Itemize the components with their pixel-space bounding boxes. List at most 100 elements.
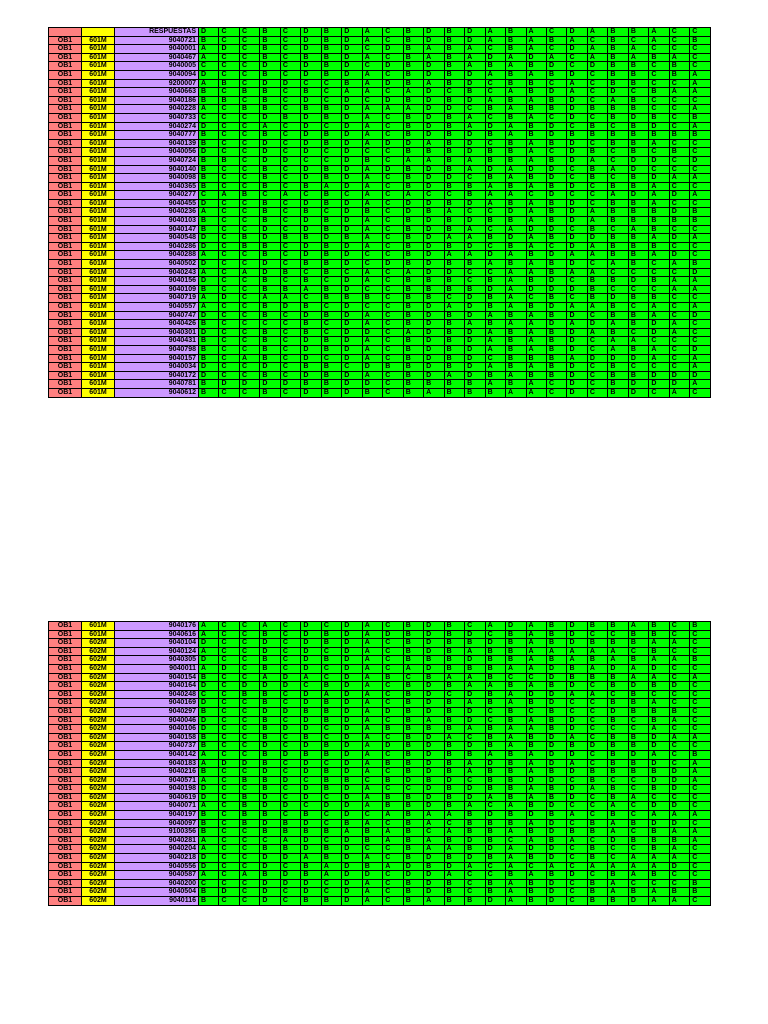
- answer-cell[interactable]: B: [320, 370, 343, 381]
- answer-cell[interactable]: A: [484, 95, 507, 106]
- answer-cell[interactable]: D: [423, 87, 445, 97]
- answer-key-cell[interactable]: A: [648, 27, 670, 37]
- answer-cell[interactable]: B: [259, 44, 281, 54]
- answer-cell[interactable]: A: [689, 379, 711, 389]
- answer-cell[interactable]: D: [361, 379, 384, 389]
- answer-cell[interactable]: D: [341, 173, 363, 183]
- answer-cell[interactable]: D: [259, 112, 281, 123]
- header-group-cell[interactable]: [81, 27, 115, 37]
- answer-cell[interactable]: C: [382, 112, 404, 123]
- answer-cell[interactable]: B: [423, 724, 445, 734]
- answer-cell[interactable]: B: [443, 379, 466, 389]
- answer-cell[interactable]: C: [566, 878, 588, 889]
- answer-cell[interactable]: C: [218, 689, 240, 700]
- answer-cell[interactable]: B: [238, 233, 261, 243]
- answer-cell[interactable]: C: [627, 362, 650, 372]
- answer-cell[interactable]: B: [545, 267, 568, 278]
- answer-cell[interactable]: C: [525, 861, 547, 872]
- answer-cell[interactable]: C: [586, 87, 609, 97]
- answer-key-cell[interactable]: B: [402, 27, 425, 37]
- answer-cell[interactable]: B: [361, 207, 384, 218]
- group-cell[interactable]: 601M: [81, 147, 115, 157]
- answer-cell[interactable]: A: [197, 870, 220, 880]
- answer-cell[interactable]: A: [443, 827, 466, 837]
- answer-cell[interactable]: B: [443, 767, 466, 777]
- answer-cell[interactable]: D: [607, 663, 629, 674]
- answer-cell[interactable]: B: [259, 689, 281, 700]
- ob-cell[interactable]: OB1: [48, 387, 82, 398]
- student-id-cell[interactable]: 9040142: [114, 749, 199, 760]
- answer-key-cell[interactable]: B: [259, 27, 281, 37]
- answer-cell[interactable]: B: [464, 387, 486, 398]
- answer-cell[interactable]: D: [300, 844, 322, 855]
- answer-cell[interactable]: C: [218, 198, 240, 209]
- student-id-cell[interactable]: 9040297: [114, 706, 199, 717]
- answer-cell[interactable]: C: [627, 87, 650, 97]
- answer-cell[interactable]: D: [341, 112, 363, 123]
- answer-cell[interactable]: C: [382, 621, 404, 631]
- answer-cell[interactable]: B: [586, 130, 609, 140]
- student-id-cell[interactable]: 9040719: [114, 293, 199, 303]
- answer-cell[interactable]: A: [525, 44, 547, 54]
- answer-cell[interactable]: C: [545, 147, 568, 157]
- answer-cell[interactable]: C: [218, 835, 240, 846]
- answer-cell[interactable]: A: [464, 767, 486, 777]
- answer-cell[interactable]: C: [320, 672, 343, 683]
- answer-cell[interactable]: C: [238, 155, 261, 166]
- answer-cell[interactable]: B: [259, 302, 281, 312]
- answer-cell[interactable]: C: [668, 362, 691, 372]
- answer-cell[interactable]: B: [545, 327, 568, 338]
- answer-cell[interactable]: B: [668, 130, 691, 140]
- answer-cell[interactable]: B: [320, 35, 343, 46]
- answer-cell[interactable]: C: [382, 302, 404, 312]
- answer-cell[interactable]: C: [300, 267, 322, 278]
- answer-cell[interactable]: C: [382, 646, 404, 657]
- answer-cell[interactable]: B: [197, 672, 220, 683]
- answer-cell[interactable]: C: [689, 52, 711, 63]
- answer-cell[interactable]: C: [443, 190, 466, 200]
- ob-cell[interactable]: OB1: [48, 52, 82, 63]
- answer-cell[interactable]: D: [361, 327, 384, 338]
- answer-cell[interactable]: B: [464, 638, 486, 648]
- answer-cell[interactable]: C: [238, 672, 261, 683]
- answer-cell[interactable]: B: [443, 621, 466, 631]
- answer-cell[interactable]: A: [361, 887, 384, 897]
- answer-cell[interactable]: A: [443, 370, 466, 381]
- answer-cell[interactable]: C: [320, 878, 343, 889]
- answer-key-cell[interactable]: C: [279, 27, 302, 37]
- answer-cell[interactable]: C: [382, 310, 404, 321]
- answer-cell[interactable]: D: [341, 741, 363, 751]
- answer-cell[interactable]: B: [443, 61, 466, 71]
- answer-cell[interactable]: B: [505, 344, 527, 355]
- answer-cell[interactable]: D: [341, 95, 363, 106]
- answer-cell[interactable]: C: [586, 801, 609, 812]
- answer-cell[interactable]: A: [361, 741, 384, 751]
- answer-cell[interactable]: D: [341, 629, 363, 640]
- answer-cell[interactable]: C: [689, 784, 711, 794]
- answer-cell[interactable]: C: [320, 818, 343, 829]
- answer-cell[interactable]: A: [627, 336, 650, 346]
- answer-cell[interactable]: D: [300, 198, 322, 209]
- answer-cell[interactable]: C: [279, 164, 302, 175]
- student-id-cell[interactable]: 9040098: [114, 173, 199, 183]
- answer-cell[interactable]: D: [197, 370, 220, 381]
- answer-cell[interactable]: B: [402, 732, 425, 743]
- ob-cell[interactable]: OB1: [48, 95, 82, 106]
- answer-cell[interactable]: C: [238, 896, 261, 906]
- answer-cell[interactable]: B: [566, 741, 588, 751]
- answer-cell[interactable]: D: [668, 861, 691, 872]
- answer-cell[interactable]: D: [423, 681, 445, 691]
- answer-cell[interactable]: A: [423, 810, 445, 820]
- answer-key-cell[interactable]: B: [320, 27, 343, 37]
- answer-cell[interactable]: B: [197, 35, 220, 46]
- answer-cell[interactable]: B: [402, 810, 425, 820]
- answer-key-cell[interactable]: C: [689, 27, 711, 37]
- answer-cell[interactable]: D: [607, 293, 629, 303]
- answer-cell[interactable]: A: [648, 233, 670, 243]
- answer-cell[interactable]: D: [423, 370, 445, 381]
- answer-cell[interactable]: B: [259, 241, 281, 252]
- answer-cell[interactable]: B: [197, 344, 220, 355]
- answer-cell[interactable]: B: [505, 259, 527, 269]
- answer-cell[interactable]: C: [382, 336, 404, 346]
- answer-cell[interactable]: B: [484, 147, 507, 157]
